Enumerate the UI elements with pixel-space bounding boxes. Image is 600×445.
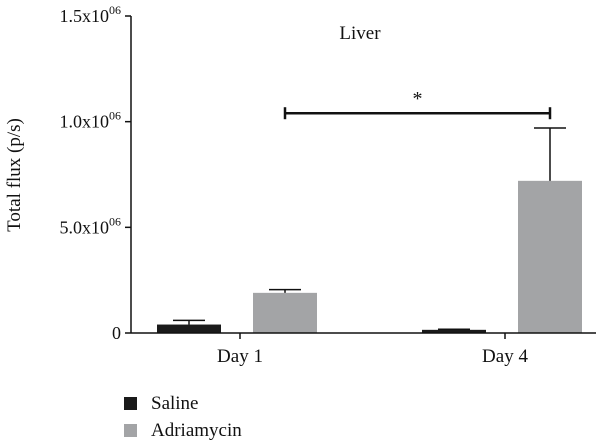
x-tick-label: Day 1 — [217, 346, 263, 367]
bar-chart: Liver Total flux (p/s) 0 5.0x1006 1.0x1006… — [4, 3, 596, 367]
bar-saline-1 — [157, 324, 221, 333]
legend-swatch-adriamycin — [124, 424, 137, 437]
x-tick-label: Day 4 — [482, 346, 528, 367]
y-axis-ticks: 0 5.0x1006 1.0x1006 1.5x1006 — [60, 3, 131, 343]
bar-saline-2 — [422, 329, 486, 333]
bar-adriamycin-1 — [253, 292, 317, 333]
y-axis-label: Total flux (p/s) — [4, 118, 25, 232]
bar-adriamycin-2 — [518, 180, 582, 333]
significance-annotation: * — [283, 88, 552, 120]
legend-label-adriamycin: Adriamycin — [151, 419, 242, 441]
legend-swatch-saline — [124, 397, 137, 410]
legend-item-saline: Saline — [124, 390, 242, 417]
y-tick-label: 0 — [112, 323, 121, 343]
legend-item-adriamycin: Adriamycin — [124, 417, 242, 444]
y-tick-label: 5.0x1006 — [60, 214, 122, 237]
legend-label-saline: Saline — [151, 392, 199, 414]
y-tick-label: 1.0x1006 — [60, 109, 122, 132]
y-tick-label: 1.5x1006 — [60, 3, 122, 26]
legend: Saline Adriamycin — [124, 390, 242, 444]
chart-title: Liver — [339, 23, 381, 44]
x-axis-ticks: Day 1 Day 4 — [217, 333, 528, 367]
bar-group — [157, 127, 582, 333]
significance-label: * — [413, 88, 423, 110]
